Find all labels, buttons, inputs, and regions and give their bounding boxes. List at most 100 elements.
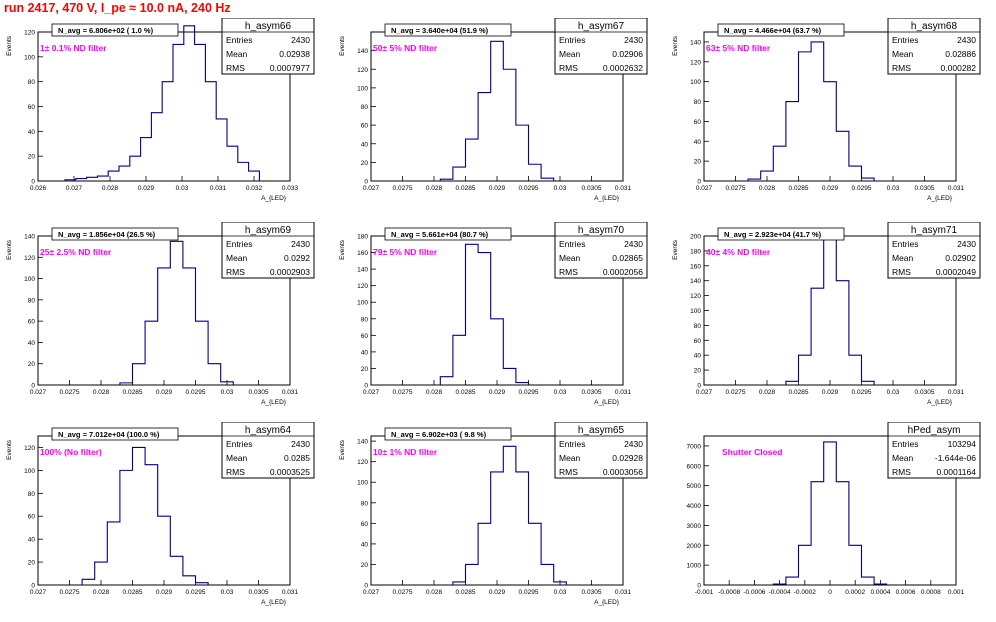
x-tick-label: 0.03 <box>887 185 900 192</box>
x-tick-label: 0.0305 <box>249 389 269 396</box>
y-tick-label: 120 <box>690 293 701 300</box>
x-tick-label: 0.033 <box>282 185 299 192</box>
n-avg-box <box>51 23 179 37</box>
x-tick-label: 0.027 <box>30 589 47 596</box>
y-tick-label: 200 <box>690 234 701 241</box>
x-tick-label: -0.0008 <box>718 589 740 596</box>
y-axis-label: Events <box>339 439 346 460</box>
y-tick-label: 140 <box>357 267 368 274</box>
n-avg-label: N_avg = 2.923e+04 (41.7 %) <box>724 230 822 239</box>
y-tick-label: 4000 <box>687 503 702 510</box>
histogram-panel: 0.026 0.027 0.028 0.029 0.03 0.031 0.032 0.033 0… <box>6 18 315 202</box>
x-tick-label: 0.0285 <box>456 185 476 192</box>
y-tick-label: 20 <box>361 160 369 167</box>
y-tick-label: 60 <box>28 104 36 111</box>
histogram-panel: 0.027 0.0275 0.028 0.0285 0.029 0.0295 0.03 0.0… <box>672 18 981 202</box>
n-avg-box <box>384 427 512 441</box>
x-tick-label: 0.028 <box>759 389 776 396</box>
stats-entries-label: Entries <box>226 239 252 249</box>
n-avg-label: N_avg = 7.012e+04 (100.0 %) <box>58 430 160 439</box>
stats-entries-value: 2430 <box>291 239 310 249</box>
x-tick-label: 0.028 <box>426 589 443 596</box>
x-tick-label: -0.001 <box>695 589 714 596</box>
y-axis-label: Events <box>6 239 13 260</box>
x-axis-label: A_{LED} <box>261 195 287 202</box>
stats-mean-label: Mean <box>892 253 914 263</box>
y-tick-label: 1000 <box>687 563 702 570</box>
y-tick-label: 20 <box>361 562 369 569</box>
y-tick-label: 60 <box>361 521 369 528</box>
x-tick-label: 0.029 <box>156 389 173 396</box>
y-tick-label: 20 <box>28 361 36 368</box>
stats-mean-label: Mean <box>226 253 248 263</box>
stats-rms-label: RMS <box>226 267 245 277</box>
stats-rms-value: 0.0003056 <box>603 467 643 477</box>
x-tick-label: 0.0285 <box>123 589 143 596</box>
x-tick-label: 0.0006 <box>896 589 916 596</box>
stats-mean-value: 0.02902 <box>945 253 976 263</box>
y-tick-label: 120 <box>357 67 368 74</box>
x-axis-label: A_{LED} <box>261 399 287 406</box>
histogram-series <box>119 240 234 385</box>
x-tick-label: 0.027 <box>696 389 713 396</box>
y-tick-label: 100 <box>357 85 368 92</box>
y-tick-label: 100 <box>24 468 35 475</box>
filter-annotation: 79± 5% ND filter <box>373 247 438 257</box>
x-tick-label: 0.0008 <box>921 589 941 596</box>
y-tick-label: 5000 <box>687 483 702 490</box>
y-tick-label: 2000 <box>687 543 702 550</box>
y-axis-label: Events <box>6 439 13 460</box>
x-axis-label: A_{LED} <box>594 399 620 406</box>
histogram-series <box>439 243 530 385</box>
stats-entries-value: 2430 <box>957 35 976 45</box>
x-tick-label: 0.027 <box>363 389 380 396</box>
histogram-name: h_asym66 <box>245 21 292 32</box>
x-tick-label: 0.031 <box>948 389 965 396</box>
x-tick-label: 0.0305 <box>582 589 602 596</box>
y-tick-label: 100 <box>24 54 35 61</box>
x-tick-label: 0.028 <box>93 389 110 396</box>
x-tick-label: 0.0295 <box>852 389 872 396</box>
x-tick-label: 0.031 <box>282 389 299 396</box>
stats-box <box>554 18 648 75</box>
x-tick-label: 0.029 <box>489 185 506 192</box>
x-tick-label: 0.0285 <box>456 389 476 396</box>
y-tick-label: 0 <box>697 383 701 390</box>
histogram-series <box>772 441 888 585</box>
x-tick-label: 0.03 <box>554 589 567 596</box>
stats-rms-label: RMS <box>226 63 245 73</box>
stats-rms-label: RMS <box>559 467 578 477</box>
y-tick-label: 80 <box>28 297 36 304</box>
filter-annotation: Shutter Closed <box>722 447 782 457</box>
stats-rms-value: 0.000282 <box>941 63 977 73</box>
stats-box <box>554 422 648 479</box>
y-tick-label: 20 <box>694 368 702 375</box>
filter-annotation: 10± 1% ND filter <box>373 447 438 457</box>
x-axis-label: A_{LED} <box>261 599 287 606</box>
x-tick-label: -0.0006 <box>743 589 765 596</box>
stats-box <box>221 18 315 75</box>
filter-annotation: 25± 2.5% ND filter <box>40 247 112 257</box>
x-tick-label: 0.031 <box>615 389 632 396</box>
stats-entries-value: 2430 <box>291 35 310 45</box>
x-tick-label: 0.031 <box>615 185 632 192</box>
filter-annotation: 1± 0.1% ND filter <box>40 43 107 53</box>
y-tick-label: 80 <box>361 104 369 111</box>
histogram-name: h_asym70 <box>578 225 625 236</box>
stats-mean-value: 0.02938 <box>279 49 310 59</box>
stats-entries-label: Entries <box>226 439 252 449</box>
x-tick-label: 0.0295 <box>519 589 539 596</box>
n-avg-label: N_avg = 1.856e+04 (26.5 %) <box>58 230 156 239</box>
x-tick-label: 0.0305 <box>915 389 935 396</box>
histogram-panel: -0.001 -0.0008 -0.0006 -0.0004 -0.0002 0 0.000… <box>687 422 981 596</box>
histogram-series <box>439 40 555 181</box>
y-tick-label: 0 <box>364 383 368 390</box>
y-tick-label: 120 <box>357 283 368 290</box>
y-axis-label: Events <box>6 35 13 56</box>
stats-mean-value: 0.02928 <box>612 453 643 463</box>
x-tick-label: 0.027 <box>363 185 380 192</box>
y-tick-label: 0 <box>697 583 701 590</box>
histogram-name: h_asym65 <box>578 425 625 436</box>
n-avg-label: N_avg = 6.806e+02 ( 1.0 %) <box>58 26 154 35</box>
stats-entries-value: 2430 <box>291 439 310 449</box>
